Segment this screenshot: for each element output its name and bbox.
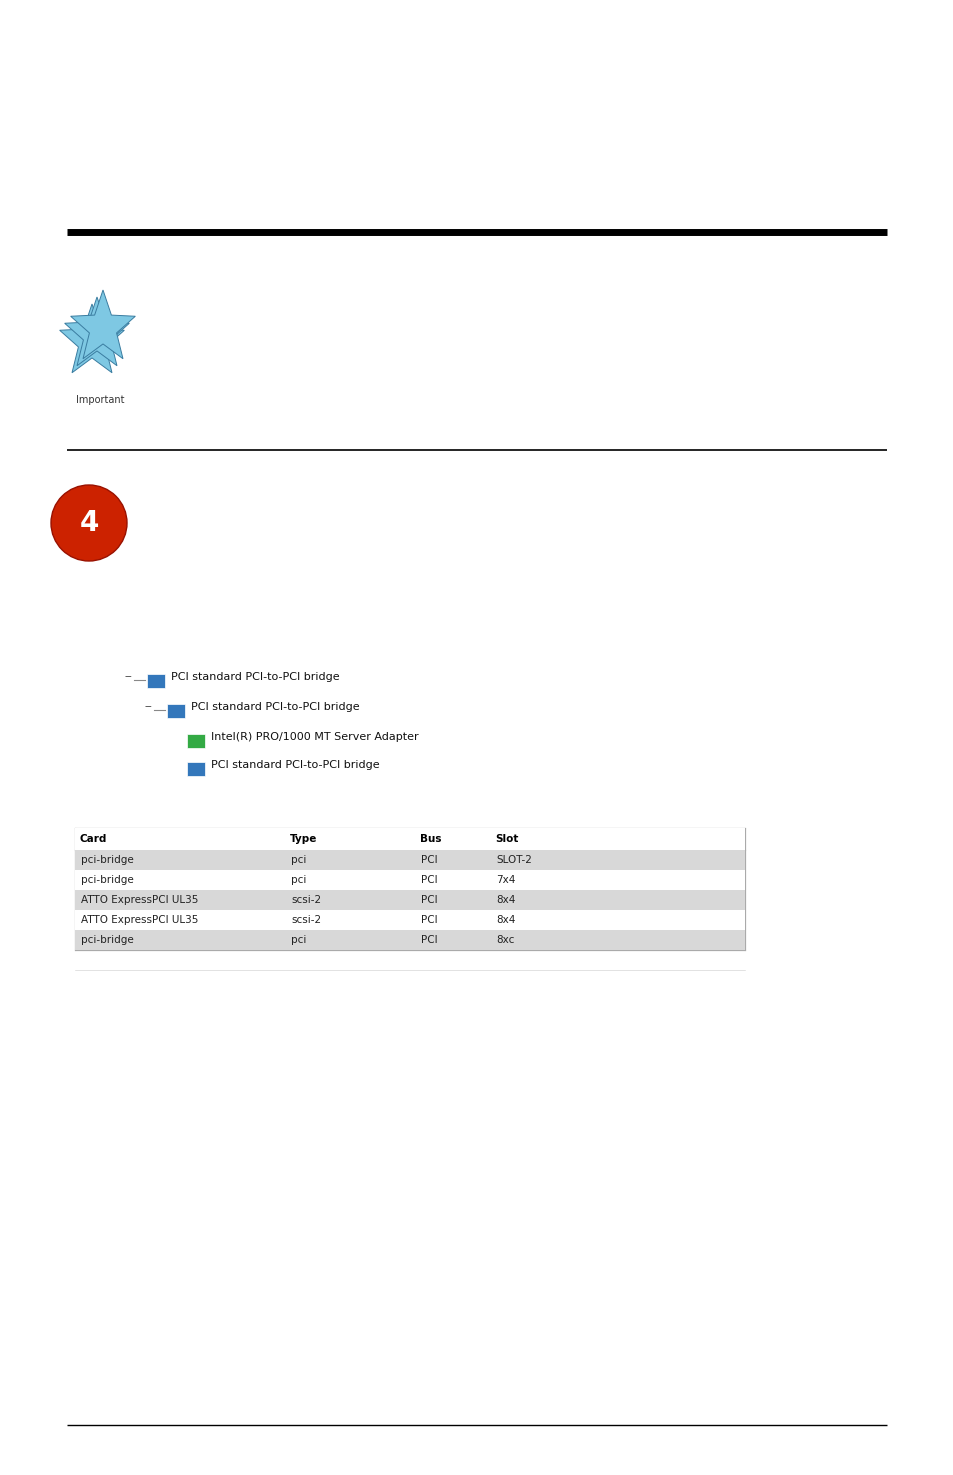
Text: −: − <box>124 673 131 681</box>
Text: PCI standard PCI-to-PCI bridge: PCI standard PCI-to-PCI bridge <box>191 702 359 712</box>
Text: pci-bridge: pci-bridge <box>81 935 133 945</box>
Text: 8x4: 8x4 <box>496 895 515 906</box>
Bar <box>147 674 165 689</box>
Text: Intel(R) PRO/1000 MT Server Adapter: Intel(R) PRO/1000 MT Server Adapter <box>211 732 418 742</box>
Text: Bus: Bus <box>419 833 441 844</box>
Polygon shape <box>65 296 130 366</box>
Text: Card: Card <box>80 833 108 844</box>
Text: pci-bridge: pci-bridge <box>81 875 133 885</box>
Text: scsi-2: scsi-2 <box>291 895 321 906</box>
Text: Type: Type <box>290 833 317 844</box>
Bar <box>187 763 205 776</box>
Text: scsi-2: scsi-2 <box>291 914 321 925</box>
Text: PCI: PCI <box>420 895 437 906</box>
Text: PCI standard PCI-to-PCI bridge: PCI standard PCI-to-PCI bridge <box>171 673 339 681</box>
Bar <box>75 931 744 950</box>
Polygon shape <box>60 304 124 373</box>
Text: 8x4: 8x4 <box>496 914 515 925</box>
Text: pci: pci <box>291 935 306 945</box>
Text: pci: pci <box>291 855 306 864</box>
Text: pci: pci <box>291 875 306 885</box>
Bar <box>75 889 744 910</box>
Text: SLOT-2: SLOT-2 <box>496 855 532 864</box>
Text: 8xc: 8xc <box>496 935 514 945</box>
Bar <box>75 910 744 931</box>
Text: 4: 4 <box>79 509 98 537</box>
Bar <box>75 827 744 850</box>
Text: Slot: Slot <box>495 833 517 844</box>
Bar <box>75 827 744 950</box>
Text: pci-bridge: pci-bridge <box>81 855 133 864</box>
Text: PCI: PCI <box>420 914 437 925</box>
Bar <box>75 870 744 889</box>
Bar <box>167 705 185 718</box>
Polygon shape <box>71 291 135 358</box>
Text: PCI: PCI <box>420 855 437 864</box>
Text: PCI standard PCI-to-PCI bridge: PCI standard PCI-to-PCI bridge <box>211 760 379 770</box>
Text: PCI: PCI <box>420 935 437 945</box>
Text: PCI: PCI <box>420 875 437 885</box>
Bar <box>75 850 744 870</box>
Bar <box>187 735 205 748</box>
Text: −: − <box>144 702 151 712</box>
Text: Important: Important <box>75 395 124 406</box>
Text: 7x4: 7x4 <box>496 875 515 885</box>
Text: ATTO ExpressPCI UL35: ATTO ExpressPCI UL35 <box>81 895 198 906</box>
Text: ATTO ExpressPCI UL35: ATTO ExpressPCI UL35 <box>81 914 198 925</box>
Ellipse shape <box>51 485 127 560</box>
